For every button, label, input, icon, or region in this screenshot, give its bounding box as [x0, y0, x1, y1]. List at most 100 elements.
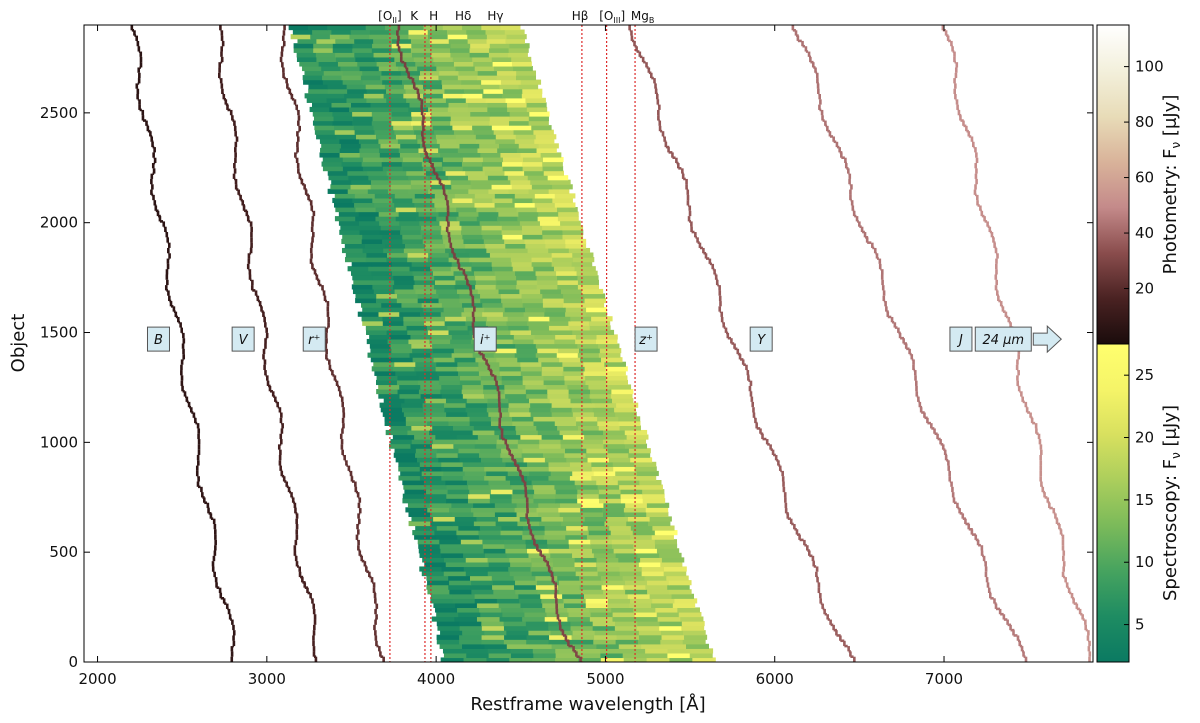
heatmap-cell	[520, 79, 542, 85]
colorbar-tick-label: 5	[1135, 616, 1145, 634]
heatmap-cell	[352, 43, 373, 49]
heatmap-cell	[596, 643, 620, 649]
heatmap-cell	[432, 125, 454, 131]
heatmap-cell	[409, 352, 432, 358]
heatmap-cell	[530, 411, 553, 417]
heatmap-cell	[371, 179, 392, 185]
heatmap-cell	[558, 507, 581, 513]
heatmap-cell	[378, 393, 401, 399]
heatmap-cell	[308, 88, 329, 94]
heatmap-cell	[365, 325, 387, 331]
heatmap-cell	[426, 97, 447, 103]
heatmap-cell	[580, 580, 604, 586]
heatmap-cell	[605, 434, 628, 440]
heatmap-cell	[440, 152, 461, 158]
heatmap-cell	[373, 288, 396, 295]
heatmap-cell	[439, 143, 461, 149]
heatmap-cell	[422, 234, 443, 240]
heatmap-cell	[633, 607, 656, 613]
heatmap-cell	[538, 511, 561, 517]
heatmap-cell	[554, 416, 577, 422]
heatmap-cell	[369, 343, 392, 349]
heatmap-cell	[434, 279, 457, 285]
heatmap-cell	[403, 320, 425, 326]
heatmap-cell	[378, 311, 400, 317]
heatmap-cell	[513, 334, 536, 340]
heatmap-cell	[357, 311, 380, 317]
heatmap-cell	[667, 652, 691, 659]
heatmap-cell	[630, 534, 653, 540]
heatmap-cell	[418, 389, 441, 395]
heatmap-cell	[501, 229, 523, 235]
heatmap-cell	[497, 216, 518, 222]
heatmap-cell	[370, 357, 393, 363]
heatmap-cell	[517, 439, 540, 445]
heatmap-cell	[562, 593, 585, 599]
heatmap-cell	[354, 38, 374, 44]
heatmap-cell	[415, 61, 436, 67]
heatmap-cell	[597, 484, 620, 490]
heatmap-cell	[481, 25, 502, 31]
heatmap-cell	[445, 97, 467, 103]
heatmap-cell	[392, 434, 415, 440]
band-label: Y	[757, 333, 766, 348]
heatmap-cell	[380, 143, 401, 149]
heatmap-cell	[431, 616, 455, 622]
heatmap-cell	[336, 134, 357, 140]
heatmap-cell	[549, 398, 572, 404]
heatmap-cell	[413, 56, 434, 62]
heatmap-cell	[314, 129, 336, 135]
heatmap-cell	[510, 561, 533, 568]
heatmap-cell	[576, 493, 600, 499]
heatmap-cell	[475, 284, 497, 290]
heatmap-cell	[577, 343, 599, 349]
heatmap-cell	[533, 129, 554, 135]
heatmap-cell	[490, 416, 513, 422]
heatmap-cell	[333, 116, 354, 122]
heatmap-cell	[316, 38, 336, 44]
heatmap-cell	[505, 243, 526, 249]
heatmap-cell	[514, 193, 536, 199]
heatmap-cell	[619, 566, 643, 572]
heatmap-cell	[494, 202, 516, 208]
heatmap-cell	[624, 429, 648, 436]
heatmap-cell	[537, 429, 561, 436]
heatmap-cell	[424, 411, 447, 417]
heatmap-cell	[626, 434, 649, 440]
heatmap-cell	[458, 611, 481, 618]
heatmap-cell	[649, 516, 672, 522]
heatmap-cell	[528, 325, 550, 331]
heatmap-cell	[522, 616, 546, 622]
heatmap-cell	[529, 470, 552, 477]
heatmap-cell	[447, 489, 470, 495]
heatmap-cell	[554, 420, 577, 426]
heatmap-cell	[515, 270, 537, 276]
heatmap-cell	[615, 639, 639, 645]
heatmap-cell	[457, 607, 480, 613]
heatmap-cell	[522, 530, 546, 536]
heatmap-cell	[496, 439, 519, 445]
heatmap-cell	[422, 557, 445, 563]
heatmap-cell	[622, 652, 646, 659]
heatmap-cell	[462, 393, 485, 399]
heatmap-cell	[307, 25, 328, 31]
heatmap-cell	[430, 511, 453, 517]
heatmap-cell	[570, 316, 592, 322]
heatmap-cell	[567, 607, 590, 613]
heatmap-cell	[382, 411, 405, 417]
heatmap-cell	[395, 457, 418, 463]
heatmap-cell	[424, 320, 446, 326]
heatmap-cell	[448, 188, 469, 194]
heatmap-cell	[531, 561, 554, 568]
heatmap-cell	[408, 106, 429, 113]
heatmap-cell	[547, 393, 570, 399]
heatmap-cell	[422, 156, 444, 163]
heatmap-cell	[430, 593, 454, 599]
heatmap-cell	[671, 593, 695, 599]
heatmap-cell	[396, 298, 419, 304]
heatmap-cell	[597, 571, 621, 577]
heatmap-cell	[448, 329, 470, 335]
heatmap-cell	[339, 152, 361, 158]
heatmap-cell	[499, 84, 520, 90]
x-tick-label: 6000	[756, 670, 794, 688]
